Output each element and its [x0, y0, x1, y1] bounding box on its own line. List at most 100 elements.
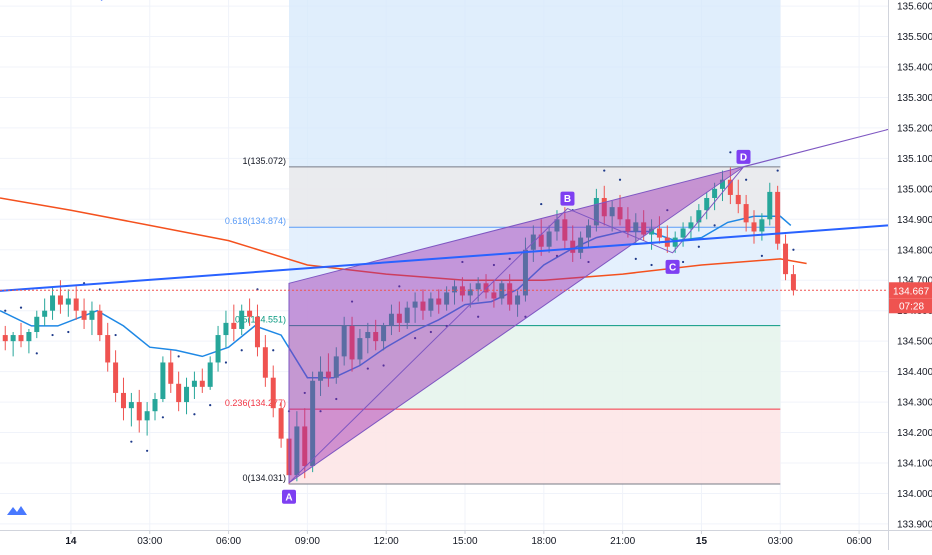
candle	[349, 316, 355, 372]
pattern-point-badge	[281, 489, 296, 504]
abcd-pattern-line	[288, 166, 744, 484]
sar-dot	[729, 151, 732, 154]
candle-body	[333, 356, 339, 378]
candle	[783, 234, 789, 281]
sar-dot	[681, 260, 685, 264]
candle	[365, 322, 371, 354]
y-tick-label: 134.800	[897, 245, 932, 256]
candle	[42, 298, 48, 326]
fib-level-label: 0(134.031)	[242, 473, 286, 483]
candle	[199, 368, 205, 393]
candle-body	[727, 179, 733, 195]
y-tick-label: 135.300	[897, 93, 932, 104]
candle-body	[585, 225, 591, 238]
candle-body	[120, 392, 126, 409]
y-tick-label: 134.300	[897, 398, 932, 409]
candle-body	[452, 286, 458, 293]
candle	[649, 219, 655, 250]
sar-dot	[19, 306, 23, 309]
candle	[696, 204, 702, 232]
candle-body	[199, 380, 205, 387]
candle	[105, 322, 111, 372]
sar-dot	[555, 254, 559, 257]
sar-dot	[51, 333, 54, 337]
candle	[641, 210, 647, 241]
candle	[223, 310, 229, 348]
candle-body	[641, 222, 647, 235]
pattern-point-label: C	[669, 262, 676, 273]
x-tick-label: 06:00	[847, 536, 872, 547]
candle	[207, 356, 213, 390]
sar-dot	[209, 404, 212, 407]
candle-body	[294, 426, 300, 476]
candle-body	[688, 222, 694, 229]
candle	[247, 298, 253, 326]
pattern-point-badge	[560, 191, 575, 206]
sar-dot	[492, 263, 496, 267]
candle	[554, 210, 560, 241]
candle	[585, 219, 591, 247]
candle-body	[373, 332, 379, 342]
sar-dot	[666, 209, 669, 212]
sar-dot	[366, 367, 369, 370]
candle	[767, 182, 773, 226]
candle-body	[168, 362, 174, 384]
candle-body	[459, 286, 465, 296]
candle-body	[483, 283, 489, 293]
candle-body	[712, 188, 718, 198]
candle	[436, 289, 442, 314]
x-axis: 14 03:00 06:00 09:00 12:00 15:00 18:00 21:00 15 0…	[65, 530, 872, 547]
candle-body	[515, 295, 521, 305]
candle-body	[783, 243, 789, 275]
candle-body	[522, 249, 528, 296]
candle	[26, 328, 32, 354]
x-tick-label: 03:00	[137, 536, 162, 547]
pattern-point-label: B	[564, 194, 571, 205]
candle-body	[396, 313, 402, 323]
fib-level-label: 0.5(134.551)	[235, 315, 286, 325]
candle-body	[302, 426, 308, 467]
candle	[81, 298, 87, 329]
candle	[704, 191, 710, 220]
candle	[50, 286, 56, 320]
candle	[318, 356, 324, 396]
candle	[2, 325, 8, 351]
candle	[136, 389, 142, 433]
candle-body	[428, 298, 434, 311]
candle-body	[538, 234, 544, 247]
sar-dot	[429, 330, 432, 334]
candle-body	[775, 191, 781, 244]
candle	[727, 167, 733, 205]
candle-body	[26, 332, 32, 342]
candle-body	[270, 377, 276, 409]
sar-dot	[319, 410, 322, 413]
candle	[680, 222, 686, 247]
candle	[381, 322, 387, 351]
candle-body	[404, 307, 410, 323]
candle	[444, 286, 450, 311]
candle-body	[719, 179, 725, 189]
candle	[270, 365, 276, 418]
candle-body	[18, 335, 24, 342]
candle	[609, 201, 615, 232]
sar-dot	[540, 202, 543, 206]
candle-body	[184, 386, 190, 403]
candle-body	[152, 399, 158, 412]
y-tick-label: 134.100	[897, 458, 932, 469]
candle	[499, 280, 505, 305]
candle	[357, 328, 363, 366]
candle-body	[656, 228, 662, 238]
candle	[412, 292, 418, 323]
sar-dot	[177, 355, 180, 358]
candle	[168, 350, 174, 393]
candle-body	[136, 402, 142, 421]
sar-dot	[335, 397, 338, 401]
candle-body	[349, 325, 355, 360]
pattern-point-label: D	[740, 152, 747, 163]
x-tick-label: 12:00	[374, 536, 399, 547]
moving-average-line	[0, 197, 807, 281]
candle	[57, 280, 63, 314]
y-tick-label: 135.600	[897, 2, 932, 13]
